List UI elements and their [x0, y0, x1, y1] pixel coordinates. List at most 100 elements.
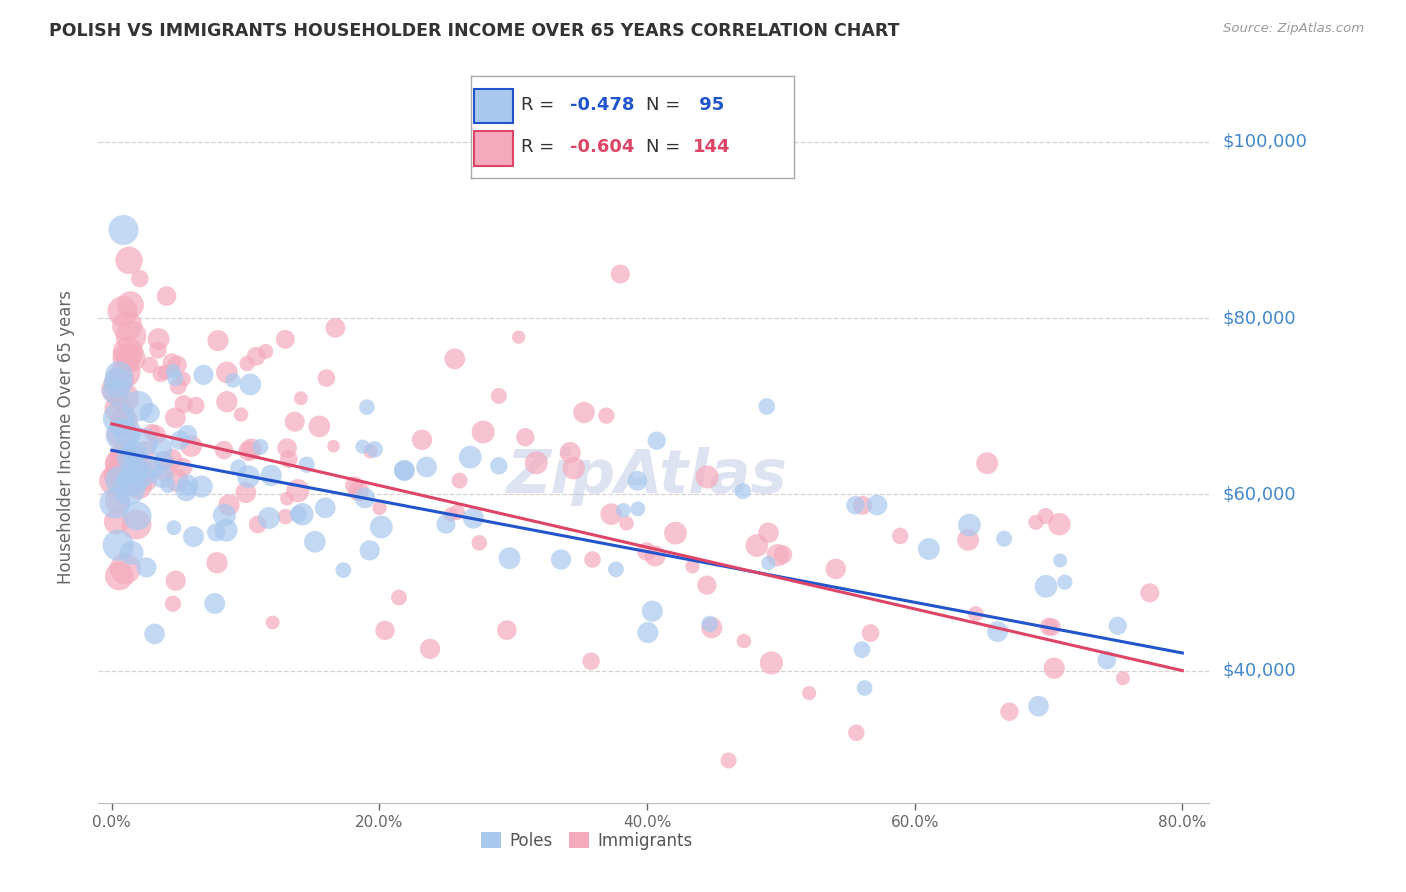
Point: [1038, 620, 1060, 634]
Point: [609, 267, 631, 281]
Point: [363, 442, 385, 457]
Point: [1028, 699, 1050, 714]
Point: [496, 623, 519, 637]
Point: [284, 415, 307, 429]
Point: [103, 474, 125, 488]
Point: [153, 453, 176, 467]
Text: R =: R =: [522, 138, 560, 156]
Point: [291, 507, 314, 521]
Point: [120, 351, 142, 366]
Point: [957, 518, 980, 533]
Point: [352, 440, 374, 454]
Point: [135, 560, 157, 574]
Point: [758, 556, 780, 570]
Point: [212, 443, 235, 458]
Point: [1053, 575, 1076, 590]
Point: [190, 480, 212, 494]
Point: [104, 383, 127, 397]
Point: [987, 624, 1010, 639]
Point: [153, 365, 176, 379]
Point: [359, 543, 381, 558]
Point: [167, 379, 190, 393]
Point: [859, 626, 882, 640]
Point: [139, 358, 162, 372]
Point: [162, 364, 184, 378]
Point: [733, 634, 755, 648]
Point: [115, 318, 138, 333]
Point: [107, 457, 129, 471]
Point: [127, 399, 149, 413]
Point: [315, 371, 337, 385]
Text: N =: N =: [645, 138, 686, 156]
Point: [108, 411, 131, 425]
Point: [131, 468, 153, 483]
Point: [637, 625, 659, 640]
Point: [370, 520, 392, 534]
Point: [118, 470, 141, 484]
Point: [180, 439, 202, 453]
Point: [176, 478, 198, 492]
Point: [772, 548, 794, 562]
Point: [262, 615, 284, 630]
Point: [957, 533, 980, 547]
Point: [644, 549, 666, 563]
Text: N =: N =: [645, 96, 686, 114]
Point: [463, 511, 485, 525]
Point: [993, 532, 1015, 546]
Point: [135, 443, 157, 458]
Point: [308, 419, 330, 434]
Point: [636, 544, 658, 558]
Point: [155, 289, 177, 303]
Point: [115, 351, 138, 365]
Point: [238, 444, 260, 458]
Point: [374, 624, 396, 638]
Point: [276, 491, 298, 506]
Point: [108, 368, 131, 383]
Point: [274, 509, 297, 524]
Point: [332, 563, 354, 577]
Point: [112, 391, 135, 405]
Point: [143, 627, 166, 641]
Point: [145, 427, 167, 442]
Point: [998, 705, 1021, 719]
Point: [600, 507, 623, 521]
Point: [121, 546, 143, 560]
Point: [141, 425, 163, 439]
Point: [146, 343, 169, 357]
Point: [1095, 653, 1118, 667]
Point: [152, 454, 174, 468]
Point: [257, 511, 280, 525]
Point: [205, 556, 228, 570]
Point: [108, 473, 131, 487]
Point: [515, 430, 537, 444]
Point: [163, 521, 186, 535]
Point: [766, 548, 789, 562]
Point: [235, 485, 257, 500]
Point: [207, 334, 229, 348]
Point: [699, 616, 721, 631]
Point: [498, 551, 520, 566]
Point: [696, 578, 718, 592]
Point: [290, 391, 312, 405]
Point: [240, 442, 263, 456]
Point: [254, 344, 277, 359]
Point: [761, 656, 783, 670]
Point: [304, 534, 326, 549]
Point: [160, 355, 183, 369]
Point: [696, 470, 718, 484]
Text: $40,000: $40,000: [1223, 662, 1296, 680]
Point: [468, 536, 491, 550]
Point: [162, 597, 184, 611]
FancyBboxPatch shape: [474, 131, 513, 166]
Point: [156, 478, 179, 492]
Point: [114, 448, 136, 462]
Point: [1035, 579, 1057, 593]
Point: [612, 503, 634, 517]
Point: [120, 298, 142, 312]
Point: [108, 569, 131, 583]
Point: [314, 500, 336, 515]
Point: [118, 253, 141, 268]
Point: [176, 427, 198, 442]
Point: [731, 484, 754, 499]
Text: POLISH VS IMMIGRANTS HOUSEHOLDER INCOME OVER 65 YEARS CORRELATION CHART: POLISH VS IMMIGRANTS HOUSEHOLDER INCOME …: [49, 22, 900, 40]
